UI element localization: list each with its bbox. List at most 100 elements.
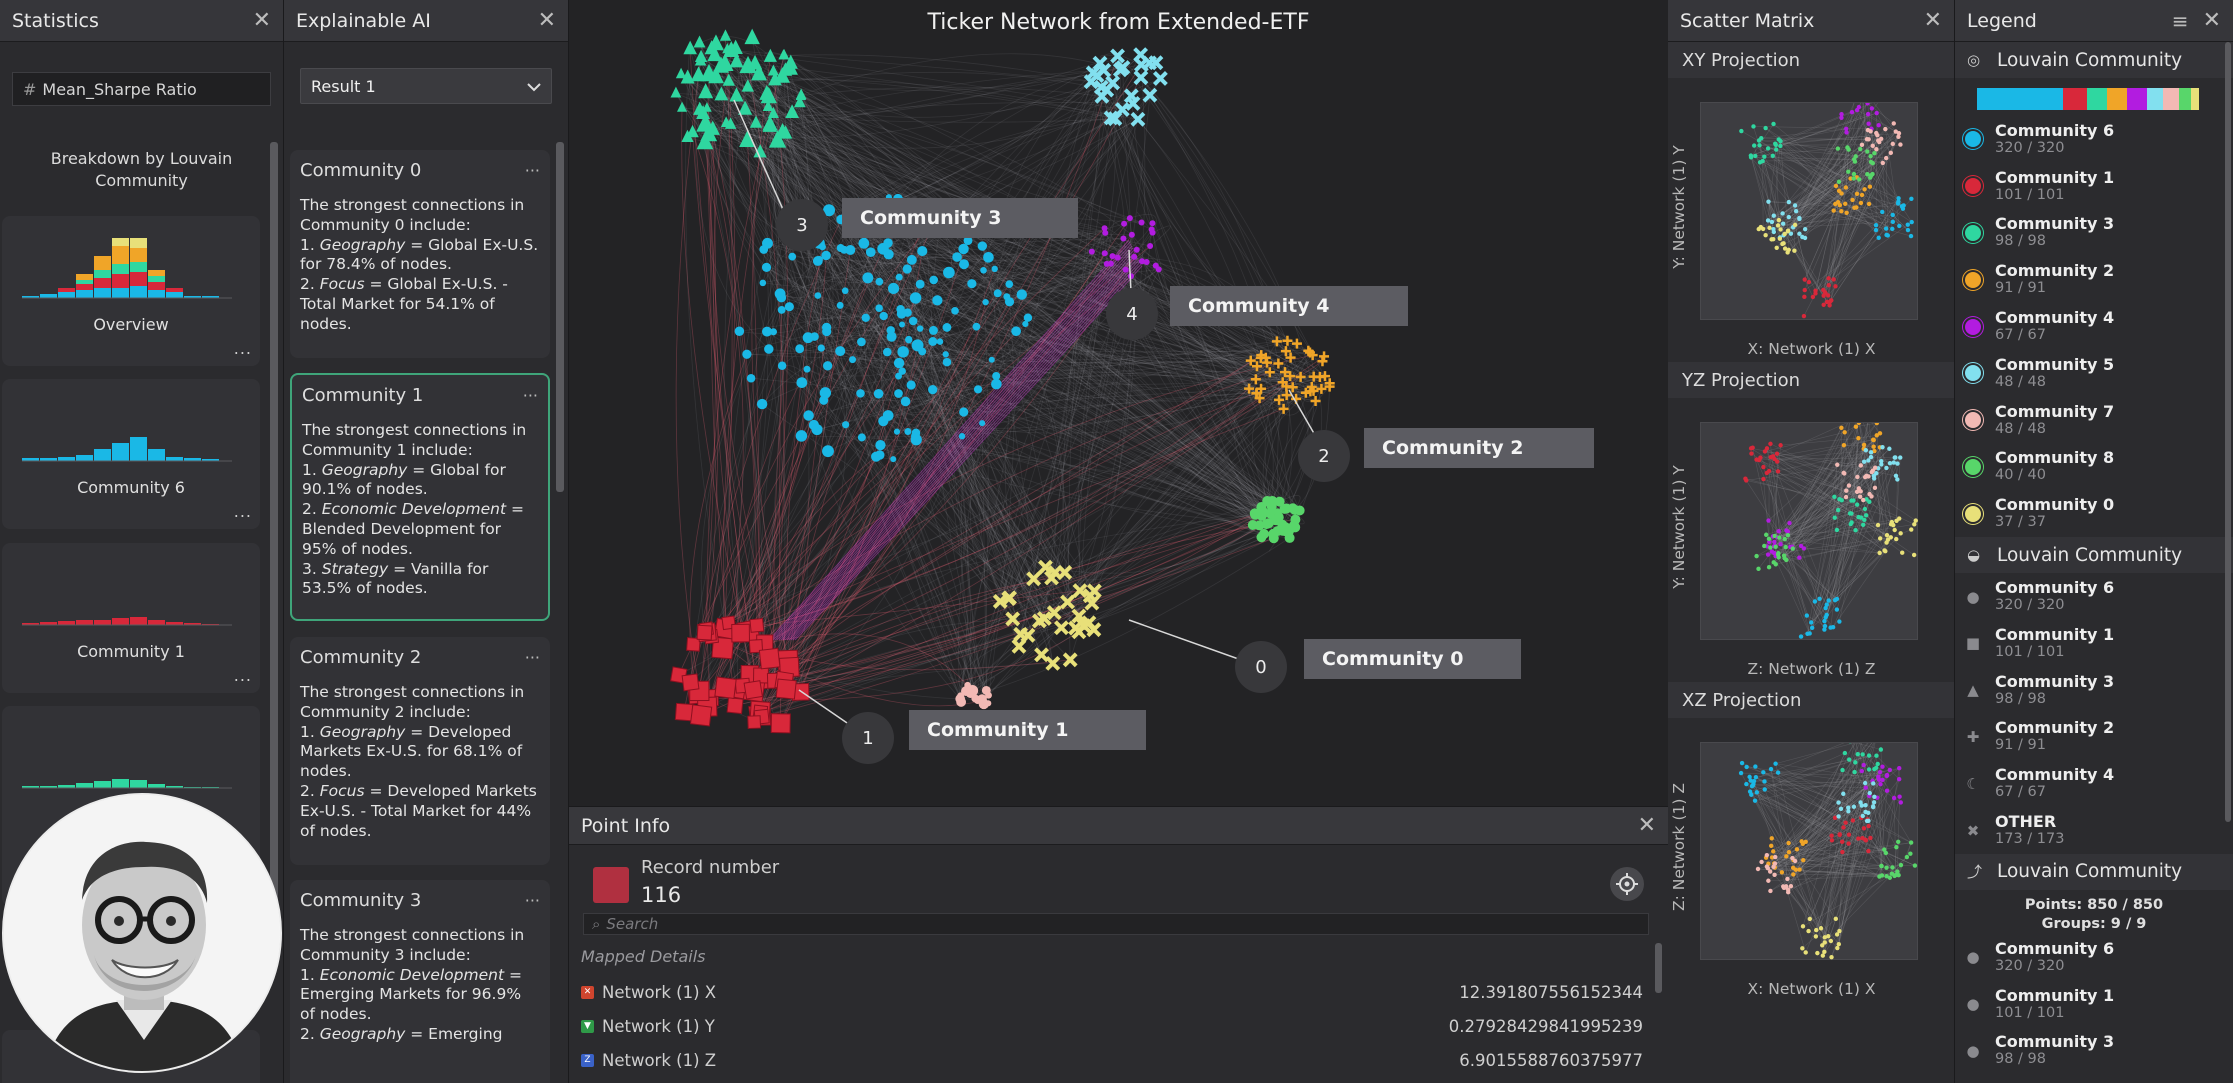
menu-icon[interactable]: ≡	[2171, 8, 2189, 33]
projection-point	[1765, 552, 1771, 557]
legend-color-item[interactable]: Community 8 40 / 40	[1955, 444, 2233, 491]
close-icon[interactable]: ✕	[252, 8, 271, 33]
graph-node	[778, 48, 790, 60]
xz-projection[interactable]: Z: Network (1) Z X: Network (1) X	[1668, 718, 1954, 1002]
point-info-scrollbar[interactable]	[1655, 943, 1662, 993]
graph-edge	[760, 524, 1253, 713]
projection-edge	[1775, 555, 1827, 616]
legend-shape-item[interactable]: ✖ OTHER 173 / 173	[1955, 807, 2233, 854]
projection-point	[1854, 107, 1860, 113]
yz-projection[interactable]: Y: Network (1) Y Z: Network (1) Z	[1668, 398, 1954, 682]
histogram-bar	[130, 780, 147, 788]
color-swatch-icon	[1965, 271, 1981, 288]
legend-shape-item[interactable]: ☾ Community 4 67 / 67	[1955, 760, 2233, 807]
projection-edge	[1756, 752, 1845, 793]
legend-color-item[interactable]: Community 4 67 / 67	[1955, 303, 2233, 350]
legend-color-item[interactable]: Community 1 101 / 101	[1955, 163, 2233, 210]
projection-edge	[1755, 776, 1833, 841]
graph-node	[1285, 352, 1296, 363]
legend-shape-item[interactable]: ▲ Community 3 98 / 98	[1955, 667, 2233, 714]
close-icon[interactable]: ✕	[2202, 8, 2221, 33]
graph-edge	[983, 222, 1153, 274]
community-card-0[interactable]: Community 0 ··· The strongest connections…	[290, 150, 550, 358]
callout-community-3[interactable]: Community 3	[842, 198, 1078, 238]
xy-projection[interactable]: Y: Network (1) Y X: Network (1) X	[1668, 78, 1954, 362]
result-select[interactable]: Result 1	[300, 68, 552, 104]
more-icon[interactable]: ···	[524, 160, 540, 180]
projection-point	[1786, 199, 1792, 205]
network-graph-view[interactable]: Ticker Network from Extended-ETF 3 Commu…	[569, 0, 1668, 1083]
legend-size-item[interactable]: ● Community 3 98 / 98	[1955, 1028, 2233, 1075]
more-icon[interactable]: ...	[233, 502, 252, 521]
more-icon[interactable]: ···	[524, 890, 540, 910]
callout-community-2[interactable]: Community 2	[1364, 428, 1594, 468]
graph-edge	[826, 327, 1286, 365]
graph-edge	[839, 330, 948, 363]
close-icon[interactable]: ✕	[1637, 813, 1656, 838]
callout-community-0[interactable]: Community 0	[1304, 639, 1521, 679]
close-icon[interactable]: ✕	[537, 8, 556, 33]
projection-edge	[1776, 149, 1899, 199]
community-card-2[interactable]: Community 2 ··· The strongest connections…	[290, 637, 550, 865]
graph-edge	[730, 50, 1290, 539]
legend-shape-item[interactable]: ✚ Community 2 91 / 91	[1955, 714, 2233, 761]
xy-projection-plot[interactable]	[1700, 91, 1918, 320]
legend-shape-item[interactable]: ■ Community 1 101 / 101	[1955, 620, 2233, 667]
graph-edge	[728, 245, 1151, 624]
point-info-search-input[interactable]: ⌕ Search	[583, 913, 1649, 935]
callout-community-1[interactable]: Community 1	[909, 710, 1146, 750]
legend-color-item[interactable]: Community 0 37 / 37	[1955, 490, 2233, 537]
network-graph-canvas[interactable]	[569, 0, 1668, 806]
graph-edge	[785, 133, 964, 413]
locate-target-icon[interactable]	[1610, 867, 1644, 901]
legend-color-section[interactable]: ◎ Louvain Community	[1955, 42, 2233, 78]
yz-projection-plot[interactable]	[1700, 410, 1918, 640]
legend-color-item[interactable]: Community 2 91 / 91	[1955, 256, 2233, 303]
legend-shape-section[interactable]: ◒ Louvain Community	[1955, 537, 2233, 574]
statistics-field-selector[interactable]: # Mean_Sharpe Ratio	[12, 72, 271, 106]
scatter-matrix-header: Scatter Matrix ✕	[1668, 0, 1954, 42]
more-icon[interactable]: ...	[233, 339, 252, 358]
legend-size-item[interactable]: ● Community 6 320 / 320	[1955, 934, 2233, 981]
stat-card-overview[interactable]: Overview ...	[2, 216, 260, 366]
legend-color-item[interactable]: Community 6 320 / 320	[1955, 116, 2233, 163]
legend-shape-item[interactable]: ● Community 6 320 / 320	[1955, 573, 2233, 620]
stat-card-community-1[interactable]: Community 1 ...	[2, 543, 260, 693]
legend-size-item[interactable]: ● Community 1 101 / 101	[1955, 981, 2233, 1028]
projection-edge	[1771, 740, 1858, 858]
legend-scrollbar[interactable]	[2225, 42, 2231, 822]
projection-edge	[1767, 867, 1890, 879]
community-item: 3. Strategy = Vanilla for 53.5% of nodes…	[302, 559, 489, 598]
projection-edge	[1854, 771, 1888, 776]
stat-card-community-6[interactable]: Community 6 ...	[2, 379, 260, 529]
projection-point	[1861, 459, 1867, 464]
close-icon[interactable]: ✕	[1923, 8, 1942, 33]
legend-size-section[interactable]: ⤴ Louvain Community	[1955, 853, 2233, 890]
projection-point	[1822, 940, 1827, 945]
xai-scrollbar[interactable]	[556, 142, 564, 492]
projection-edge	[1772, 155, 1854, 179]
more-icon[interactable]: ...	[233, 666, 252, 685]
statistics-scrollbar[interactable]	[270, 142, 278, 902]
more-icon[interactable]: ···	[522, 385, 538, 405]
more-icon[interactable]: ···	[524, 647, 540, 667]
projection-point	[1838, 806, 1844, 812]
projection-edge	[1775, 461, 1778, 557]
projection-edge	[1839, 485, 1850, 500]
projection-point	[1788, 883, 1794, 889]
xz-projection-plot[interactable]	[1700, 731, 1918, 960]
graph-edge	[954, 310, 1287, 396]
legend-color-item[interactable]: Community 5 48 / 48	[1955, 350, 2233, 397]
projection-point	[1766, 199, 1771, 204]
graph-node	[819, 387, 832, 399]
projection-edge	[1870, 837, 1895, 877]
community-card-1[interactable]: Community 1 ··· The strongest connections…	[290, 373, 550, 621]
callout-community-4[interactable]: Community 4	[1170, 286, 1408, 326]
projection-edge	[1895, 457, 1901, 476]
legend-color-item[interactable]: Community 7 48 / 48	[1955, 397, 2233, 444]
projection-edge	[1753, 783, 1798, 850]
projection-point	[1759, 859, 1764, 865]
projection-point	[1833, 284, 1838, 289]
legend-color-item[interactable]: Community 3 98 / 98	[1955, 210, 2233, 257]
community-card-3[interactable]: Community 3 ··· The strongest connections…	[290, 880, 550, 1083]
